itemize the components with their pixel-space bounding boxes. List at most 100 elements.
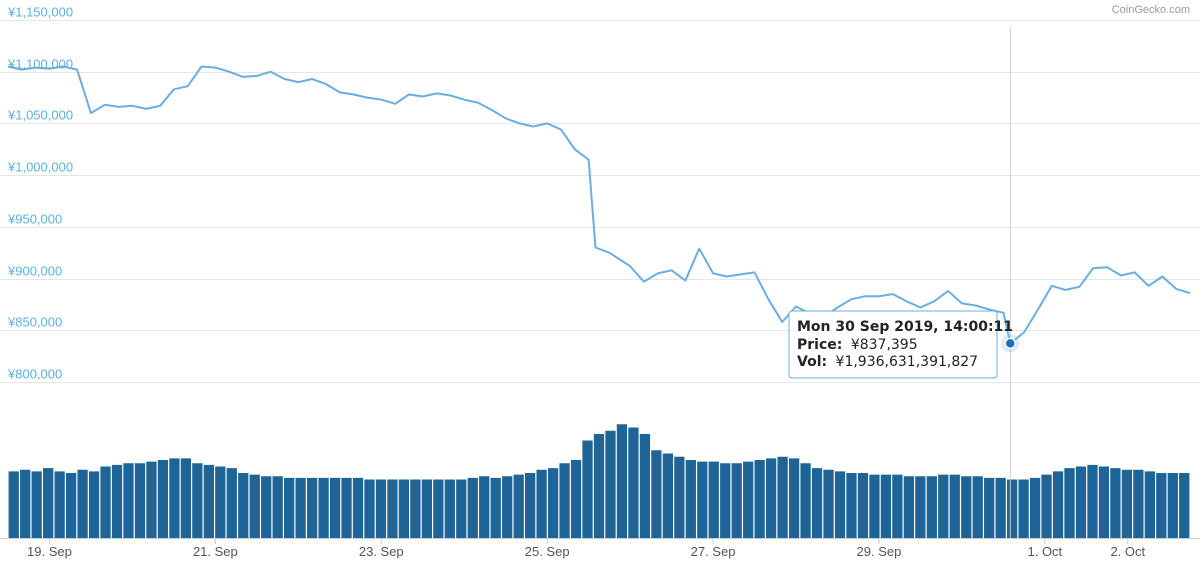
volume-bar	[823, 469, 834, 538]
volume-bar	[375, 479, 387, 538]
y-tick-label: ¥1,050,000	[7, 108, 73, 123]
volume-bar	[949, 474, 960, 539]
volume-bar	[284, 477, 295, 539]
volume-bar	[329, 477, 341, 539]
volume-bar	[880, 474, 892, 539]
volume-bar	[570, 460, 582, 538]
tooltip: Mon 30 Sep 2019, 14:00:11 Price: ¥837,39…	[788, 310, 1013, 379]
hover-marker[interactable]	[1004, 337, 1017, 350]
volume-bar	[410, 479, 421, 538]
volume-bar	[398, 479, 410, 538]
volume-bar	[1121, 469, 1133, 538]
volume-bar	[433, 479, 444, 538]
volume-bar	[593, 434, 605, 538]
volume-bar	[1029, 477, 1041, 539]
tooltip-vol-value: ¥1,936,631,391,827	[836, 354, 979, 370]
volume-bar	[559, 463, 570, 538]
volume-bar	[8, 471, 19, 539]
volume-bar	[754, 460, 765, 538]
x-tick-label: 1. Oct	[1027, 544, 1062, 559]
volume-bar	[180, 458, 192, 539]
volume-bar	[1006, 479, 1018, 538]
volume-bar	[903, 476, 914, 538]
volume-bar	[341, 477, 352, 539]
volume-bar	[169, 458, 180, 539]
volume-bar	[249, 474, 260, 539]
volume-bar	[766, 458, 777, 539]
tooltip-volume: Vol: ¥1,936,631,391,827	[797, 354, 978, 370]
volume-bar	[77, 469, 88, 538]
volume-bar	[502, 476, 513, 538]
volume-bar	[984, 477, 995, 539]
volume-bar	[238, 473, 249, 538]
volume-bar	[536, 469, 547, 538]
volume-bar	[364, 479, 375, 538]
volume-bar	[628, 427, 639, 538]
volume-bar	[318, 477, 329, 539]
volume-bar	[123, 463, 134, 538]
x-tick-label: 23. Sep	[359, 544, 404, 559]
volume-bar	[961, 476, 972, 538]
volume-bar	[662, 453, 673, 538]
x-tick-label: 2. Oct	[1110, 544, 1145, 559]
volume-bar	[295, 477, 306, 539]
volume-bar	[777, 456, 788, 538]
volume-bar	[157, 460, 169, 538]
volume-bar	[938, 474, 949, 539]
volume-bar	[467, 477, 478, 539]
volume-bar	[88, 471, 100, 539]
y-tick-label: ¥950,000	[7, 212, 62, 227]
volume-bar	[1075, 466, 1087, 538]
tooltip-price: Price: ¥837,395	[797, 337, 918, 353]
y-tick-label: ¥1,150,000	[7, 5, 73, 20]
volume-bar	[525, 473, 536, 538]
volume-bar	[192, 463, 203, 538]
volume-bar	[697, 461, 708, 539]
y-axis: ¥800,000 ¥850,000 ¥900,000 ¥950,000 ¥1,000,0…	[7, 5, 73, 382]
volume-bar	[1179, 473, 1190, 538]
volume-bar	[479, 476, 490, 538]
volume-bar	[651, 450, 662, 538]
volume-bar	[1064, 468, 1075, 539]
tooltip-price-value: ¥837,395	[851, 337, 918, 353]
tooltip-vol-label: Vol:	[797, 354, 827, 370]
volume-bar	[1156, 473, 1167, 538]
credit-label[interactable]: CoinGecko.com	[1112, 4, 1190, 16]
volume-bar	[43, 468, 54, 539]
volume-bar	[1144, 471, 1155, 539]
volume-bar	[800, 463, 811, 538]
volume-bar	[1041, 474, 1052, 539]
volume-bars	[8, 424, 1190, 539]
volume-bar	[869, 474, 880, 539]
volume-bar	[54, 471, 65, 539]
y-tick-label: ¥900,000	[7, 264, 62, 279]
volume-bar	[811, 468, 823, 539]
volume-bar	[639, 434, 651, 538]
volume-bar	[65, 473, 77, 538]
volume-bar	[720, 463, 731, 538]
volume-bar	[456, 479, 467, 538]
tooltip-date: Mon 30 Sep 2019, 14:00:11	[797, 319, 1013, 335]
y-tick-label: ¥800,000	[7, 367, 62, 382]
volume-bar	[1167, 473, 1178, 538]
volume-bar	[1098, 466, 1110, 538]
x-tick-label: 19. Sep	[27, 544, 72, 559]
volume-bar	[226, 468, 237, 539]
volume-bar	[306, 477, 318, 539]
volume-bar	[146, 461, 157, 539]
volume-bar	[1087, 464, 1098, 539]
x-tick-label: 25. Sep	[525, 544, 570, 559]
volume-bar	[846, 473, 857, 538]
volume-bar	[490, 477, 501, 539]
volume-bar	[1133, 469, 1144, 538]
volume-bar	[708, 461, 719, 539]
x-tick-label: 27. Sep	[691, 544, 736, 559]
volume-bar	[788, 458, 800, 539]
price-line[interactable]	[7, 65, 1191, 345]
y-tick-label: ¥1,000,000	[7, 160, 73, 175]
volume-bar	[444, 479, 455, 538]
volume-bar	[31, 471, 42, 539]
volume-bar	[20, 469, 31, 538]
volume-bar	[513, 474, 524, 539]
